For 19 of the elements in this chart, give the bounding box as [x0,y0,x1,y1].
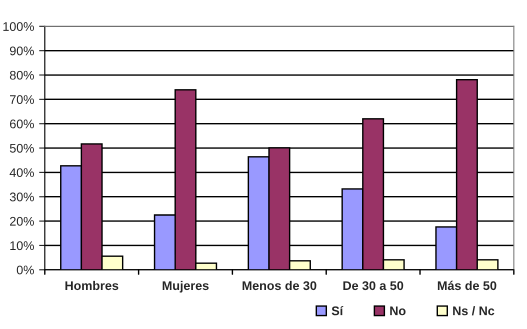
y-tick-label: 40% [10,168,34,178]
legend-label: Sí [332,306,344,316]
legend-label: Ns / Nc [453,306,494,316]
y-tick-label: 0% [16,266,34,274]
y-tick-label: 90% [10,46,34,56]
x-tick-label: Menos de 30 [242,280,316,290]
x-tick-label: De 30 a 50 [343,281,404,290]
y-tick-label: 50% [10,144,34,153]
y-tick-label: 30% [10,192,34,202]
x-tick-label: Mujeres [162,280,209,293]
y-tick-label: 70% [10,95,34,104]
y-tick-label: 100% [3,22,34,31]
y-tick-label: 20% [10,216,34,226]
y-tick-label: 10% [10,241,34,250]
legend-label: No [390,306,406,316]
x-tick-label: Más de 50 [438,280,496,290]
y-tick-label: 60% [10,120,34,128]
x-tick-label: Hombres [65,280,118,290]
y-tick-label: 80% [10,70,34,80]
